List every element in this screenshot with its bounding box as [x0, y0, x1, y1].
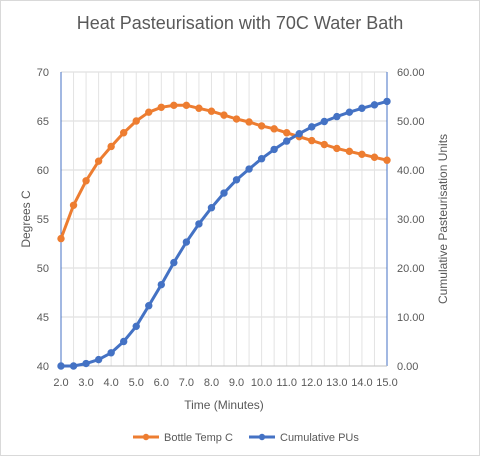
y2-tick-label: 40.00: [397, 165, 425, 177]
data-point-cumulative-pus: [57, 362, 65, 370]
data-point-cumulative-pus: [207, 204, 216, 212]
data-point-cumulative-pus: [119, 337, 128, 346]
x-tick-label: 3.0: [78, 377, 93, 389]
data-point-cumulative-pus: [94, 355, 103, 364]
tick-labels: 40 45 50 55 60 65 70 0.00 10.00 20.00 30.00 40.00 50…: [37, 67, 425, 389]
data-point-bottle-temp-c: [358, 150, 366, 159]
data-point-cumulative-pus: [370, 101, 379, 109]
data-point-cumulative-pus: [295, 130, 303, 138]
data-point-cumulative-pus: [333, 112, 341, 121]
data-point-cumulative-pus: [145, 302, 153, 310]
legend-label-cumulative-pus: Cumulative PUs: [280, 432, 359, 444]
chart-title: Heat Pasteurisation with 70C Water Bath: [77, 13, 404, 33]
data-point-bottle-temp-c: [207, 107, 216, 115]
axes: [60, 72, 388, 367]
data-point-bottle-temp-c: [270, 125, 278, 133]
x-tick-label: 15.0: [376, 377, 397, 389]
data-point-bottle-temp-c: [145, 108, 153, 116]
data-point-cumulative-pus: [232, 176, 241, 184]
data-point-cumulative-pus: [345, 108, 354, 116]
y-tick-label: 65: [37, 116, 49, 128]
data-point-bottle-temp-c: [345, 147, 354, 156]
data-point-bottle-temp-c: [132, 117, 140, 125]
x-tick-label: 9.0: [229, 377, 244, 389]
y-tick-label: 55: [37, 214, 49, 226]
data-point-cumulative-pus: [182, 238, 191, 246]
legend-marker-cumulative-pus: [258, 433, 266, 441]
x-tick-label: 8.0: [204, 377, 219, 389]
data-point-bottle-temp-c: [94, 157, 103, 165]
data-point-cumulative-pus: [308, 123, 316, 131]
data-point-cumulative-pus: [195, 220, 203, 228]
x-tick-label: 13.0: [326, 377, 347, 389]
legend-marker-bottle-temp-c: [142, 433, 150, 441]
y2-tick-label: 50.00: [397, 116, 425, 128]
data-point-bottle-temp-c: [195, 104, 203, 112]
x-tick-label: 7.0: [179, 377, 194, 389]
data-point-bottle-temp-c: [170, 101, 178, 110]
data-point-bottle-temp-c: [257, 122, 266, 130]
data-point-cumulative-pus: [132, 322, 140, 331]
data-point-bottle-temp-c: [320, 140, 329, 149]
y-axis-title: Degrees C: [19, 190, 33, 248]
y2-tick-label: 10.00: [397, 312, 425, 324]
data-point-bottle-temp-c: [69, 201, 78, 209]
x-tick-label: 5.0: [129, 377, 144, 389]
data-point-bottle-temp-c: [383, 156, 391, 164]
x-tick-label: 2.0: [53, 377, 68, 389]
x-tick-label: 4.0: [104, 377, 119, 389]
data-point-cumulative-pus: [358, 104, 366, 112]
data-point-bottle-temp-c: [245, 118, 253, 126]
data-point-bottle-temp-c: [333, 144, 341, 153]
gridlines: [60, 71, 388, 367]
data-point-bottle-temp-c: [282, 129, 291, 137]
data-point-bottle-temp-c: [220, 111, 228, 119]
y-tick-label: 40: [37, 361, 49, 373]
y-tick-label: 45: [37, 312, 49, 324]
y2-tick-label: 0.00: [397, 361, 418, 373]
data-point-cumulative-pus: [220, 189, 228, 197]
data-point-bottle-temp-c: [157, 103, 166, 111]
data-point-bottle-temp-c: [182, 101, 191, 110]
data-point-cumulative-pus: [69, 362, 78, 370]
x-tick-label: 12.0: [301, 377, 322, 389]
y2-axis-title: Cumulative Pasteurisation Units: [436, 134, 450, 304]
legend: Bottle Temp C Cumulative PUs: [133, 432, 359, 444]
data-point-bottle-temp-c: [119, 129, 128, 137]
y-tick-label: 50: [37, 263, 49, 275]
x-tick-label: 14.0: [351, 377, 372, 389]
series-layer: [57, 97, 391, 370]
legend-label-bottle-temp-c: Bottle Temp C: [164, 432, 233, 444]
x-tick-label: 10.0: [251, 377, 272, 389]
y2-tick-label: 60.00: [397, 67, 425, 79]
data-point-cumulative-pus: [82, 359, 90, 368]
data-point-bottle-temp-c: [308, 136, 316, 145]
data-point-cumulative-pus: [320, 117, 329, 126]
x-tick-label: 11.0: [276, 377, 297, 389]
data-point-cumulative-pus: [257, 155, 266, 163]
data-point-bottle-temp-c: [370, 153, 379, 161]
data-point-cumulative-pus: [107, 349, 115, 357]
data-point-bottle-temp-c: [57, 234, 65, 243]
data-point-cumulative-pus: [282, 137, 291, 145]
data-point-cumulative-pus: [383, 97, 391, 106]
data-point-bottle-temp-c: [232, 115, 241, 123]
data-point-cumulative-pus: [170, 258, 178, 267]
y2-tick-label: 30.00: [397, 214, 425, 226]
y-tick-label: 60: [37, 165, 49, 177]
x-tick-label: 6.0: [154, 377, 169, 389]
x-axis-title: Time (Minutes): [184, 398, 264, 412]
data-point-bottle-temp-c: [107, 142, 115, 151]
data-point-bottle-temp-c: [82, 177, 90, 185]
data-point-cumulative-pus: [157, 280, 166, 289]
y2-tick-label: 20.00: [397, 263, 425, 275]
data-point-cumulative-pus: [270, 145, 278, 154]
data-point-cumulative-pus: [245, 165, 253, 173]
y-tick-label: 70: [37, 67, 49, 79]
